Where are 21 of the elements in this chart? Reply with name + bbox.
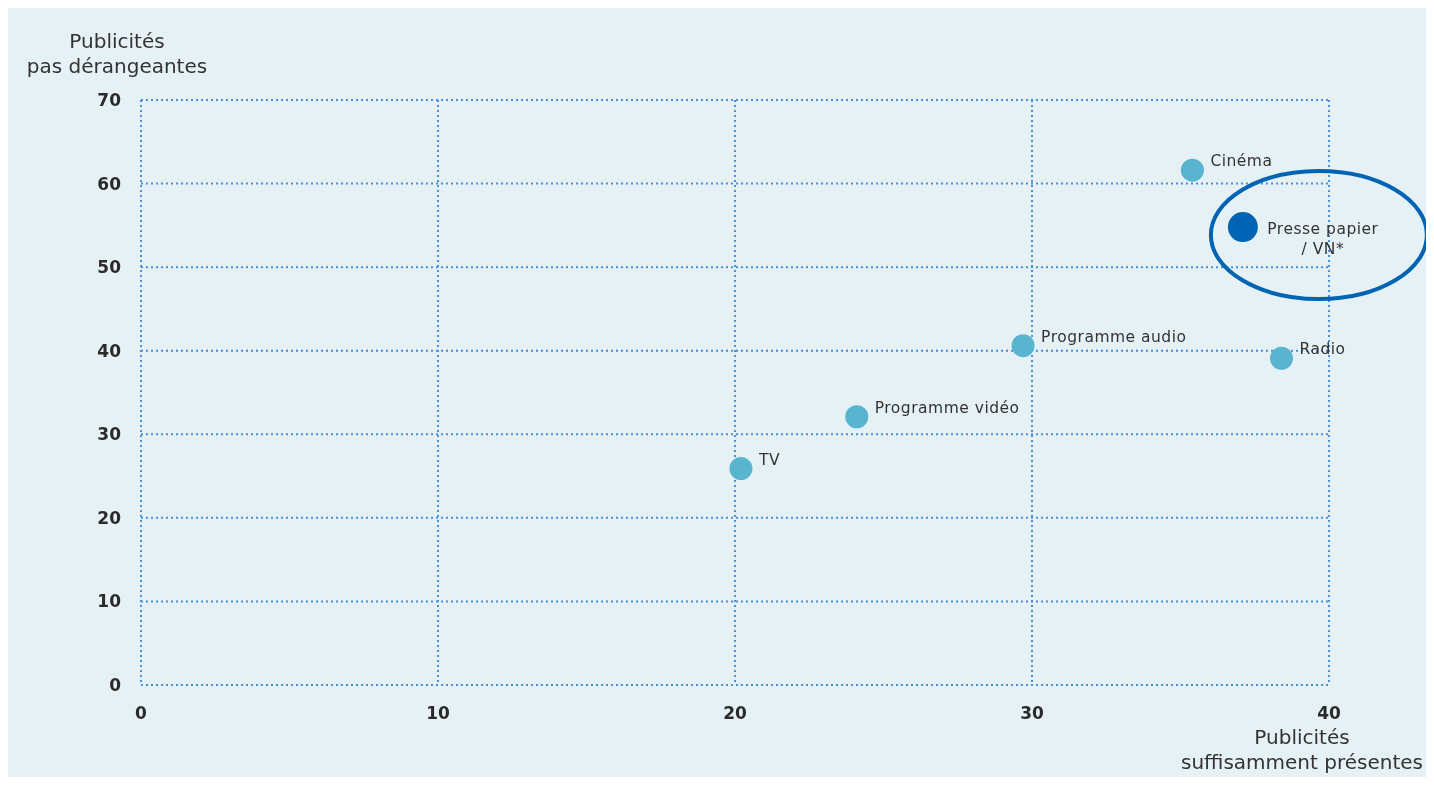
annotation: TV: [757, 450, 781, 469]
y-tick-label: 50: [97, 257, 122, 278]
annotation: Programme vidéo: [874, 398, 1020, 417]
x-tick-label: 10: [426, 703, 450, 724]
y-tick-label: 60: [97, 173, 122, 194]
annotation: Programme audio: [1041, 327, 1187, 346]
y-axis-title: Publicités pas dérangeantes: [26, 29, 208, 78]
x-tick-label: 0: [135, 703, 148, 724]
y-tick-label: 10: [97, 591, 122, 612]
annotation: Presse papier / VN*: [1267, 220, 1379, 259]
x-axis-title: Publicités suffisamment présentes: [1180, 725, 1424, 774]
y-tick-label: 20: [97, 507, 122, 528]
x-tick-label: 20: [723, 703, 747, 724]
annotation: Radio: [1299, 340, 1346, 359]
y-tick-label: 0: [109, 675, 122, 696]
x-tick-label: 40: [1317, 703, 1341, 724]
x-tick-label: 30: [1020, 703, 1044, 724]
y-tick-label: 40: [97, 340, 122, 361]
annotation: Cinéma: [1210, 152, 1273, 171]
y-tick-label: 30: [97, 424, 122, 445]
y-tick-label: 70: [97, 90, 122, 111]
